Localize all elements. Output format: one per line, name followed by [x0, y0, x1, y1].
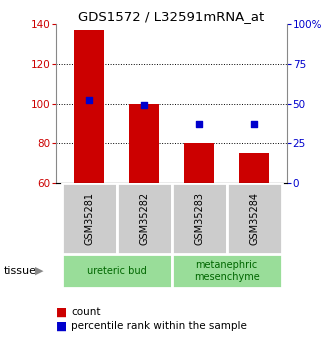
Point [86, 98, 92, 103]
Bar [172, 254, 281, 288]
Text: percentile rank within the sample: percentile rank within the sample [71, 321, 247, 331]
Bar [129, 104, 159, 183]
Text: ■: ■ [56, 319, 67, 333]
Text: tissue: tissue [3, 266, 36, 276]
Text: count: count [71, 307, 100, 317]
Text: metanephric
mesenchyme: metanephric mesenchyme [194, 260, 259, 282]
Bar [62, 254, 172, 288]
Bar [116, 183, 172, 254]
Bar [74, 30, 104, 183]
Point [196, 121, 202, 127]
Text: GSM35284: GSM35284 [249, 192, 259, 245]
Bar [227, 183, 281, 254]
Text: GSM35283: GSM35283 [194, 192, 204, 245]
Text: ■: ■ [56, 306, 67, 319]
Text: GSM35282: GSM35282 [139, 192, 149, 245]
Bar [172, 183, 227, 254]
Text: ▶: ▶ [35, 266, 43, 276]
Text: GDS1572 / L32591mRNA_at: GDS1572 / L32591mRNA_at [79, 10, 265, 23]
Bar [184, 143, 214, 183]
Text: GSM35281: GSM35281 [84, 192, 94, 245]
Point [142, 102, 147, 108]
Bar [239, 153, 269, 183]
Point [251, 121, 257, 127]
Text: ureteric bud: ureteric bud [87, 266, 147, 276]
Bar [62, 183, 116, 254]
